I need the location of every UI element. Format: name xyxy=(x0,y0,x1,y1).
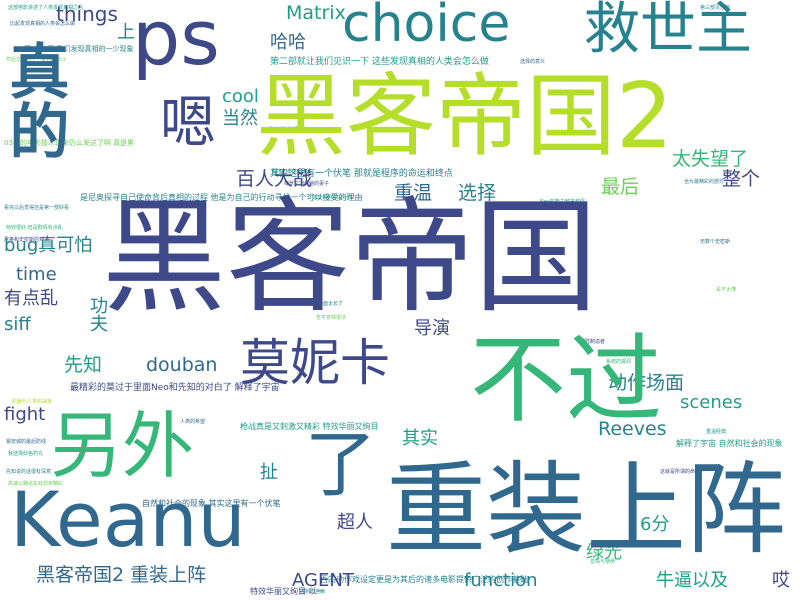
tiny-word: 比起发现真相的人类会怎么做 xyxy=(10,21,76,27)
word-haha: 哈哈 xyxy=(270,32,306,53)
word-lingwai: 另外 xyxy=(50,404,195,488)
word-fight: fight xyxy=(4,404,46,425)
tiny-word: 尼奥和史密斯的对决 xyxy=(4,237,50,243)
tiny-word: 锡安城的最后防线 xyxy=(6,439,47,445)
word-siff: siff xyxy=(4,314,31,335)
word-bug: bug真可怕 xyxy=(4,235,93,256)
word-matrix: Matrix xyxy=(286,2,346,24)
tiny-word: 高速公路追车戏非常精彩 xyxy=(8,481,64,487)
tiny-word: 系统的漏洞 xyxy=(606,359,632,365)
sentence-word: 其实这里有一个伏笔 那就是程序的命运和终点 xyxy=(270,169,453,179)
word-chaoren: 超人 xyxy=(337,512,373,533)
tiny-word: 先知说的话很有深意 xyxy=(6,469,52,475)
sentence-word: 最精彩的莫过于里面Neo和先知的对白了 解释了宇宙 xyxy=(70,383,280,393)
word-choice: choice xyxy=(342,0,511,54)
word-cool: cool xyxy=(222,86,259,107)
tiny-word: 这部电影讲述了人类发现真相之后 xyxy=(8,5,84,11)
word-things: things xyxy=(56,2,118,26)
tiny-word: 钥匙制造者 xyxy=(580,339,606,345)
tiny-word: 程序的命运和终点 xyxy=(272,169,313,175)
sentence-word: 是尼奥探寻自己使命背后真相的过程 他是为自己的行动寻找一个可以接受的理由 xyxy=(80,193,363,202)
word-zhengge: 整个 xyxy=(722,168,761,190)
tiny-word: 墨菲斯和崔妮蒂 xyxy=(268,127,304,133)
word-heike2zz: 黑客帝国2 重装上阵 xyxy=(36,564,207,586)
tiny-word: 人类的希望 xyxy=(180,419,206,425)
word-scenes: scenes xyxy=(680,392,743,413)
tiny-word: 建筑师的那段对白 xyxy=(312,195,353,201)
word-niubi: 牛逼以及 xyxy=(656,570,728,591)
word-heike-big: 黑客帝国 xyxy=(102,186,599,330)
tiny-word: 看不太懂 xyxy=(716,287,737,293)
tiny-word: 选择的意义 xyxy=(520,59,546,65)
word-ps: ps xyxy=(132,0,220,82)
word-en: 嗯 xyxy=(160,91,216,156)
sentence-word: 第二部就让我们见识一下 这些发现真相的人类会怎么做 xyxy=(270,57,489,67)
word-che: 扯 xyxy=(260,462,278,483)
tiny-word: 特效很好 但是剧情有点乱 xyxy=(6,225,63,231)
word-chongwen: 重温 xyxy=(394,182,433,204)
word-gongfu: 功夫 xyxy=(87,296,108,332)
tiny-word: 全片最精彩的部分 xyxy=(684,179,725,185)
tiny-word: 机器与人类的战争 xyxy=(12,399,53,405)
word-dongzuo: 动作场面 xyxy=(608,372,685,394)
word-youdianluan: 有点乱 xyxy=(4,288,58,309)
word-liufen: 6分 xyxy=(640,514,670,535)
word-qishi: 其实 xyxy=(402,428,438,449)
word-agent: AGENT xyxy=(292,570,354,591)
tiny-word: 无数个史密斯 xyxy=(700,239,731,245)
tiny-word: 我选择红色药丸 xyxy=(8,451,44,457)
word-time: time xyxy=(16,264,57,285)
word-xianzhi: 先知 xyxy=(64,354,103,376)
word-dangran: 当然 xyxy=(222,108,258,129)
word-lvguang: 绿光 xyxy=(586,542,622,563)
tiny-word: 爱情与使命 xyxy=(590,559,616,565)
tiny-word: 重温经典 xyxy=(706,429,727,435)
word-reeves: Reeves xyxy=(598,418,667,440)
word-zhende: 真的 xyxy=(0,40,69,160)
word-xuanze: 选择 xyxy=(458,182,497,204)
tiny-word: Neo的能力越来越强 xyxy=(540,199,585,205)
word-jiushizhu: 救世主 xyxy=(584,0,752,62)
word-douban: douban xyxy=(146,354,218,376)
word-le: 了 xyxy=(292,426,376,498)
word-ai: 哎 xyxy=(772,570,790,591)
sentence-word: 特效华丽又绚目 以一 xyxy=(250,587,325,596)
word-buguo: 不过 xyxy=(470,324,662,436)
sentence-word: 百的动作戏设定更是为其后的诸多电影提供广泛的创作基础 xyxy=(320,575,528,584)
word-shang: 上 xyxy=(117,22,135,43)
word-zuihou: 最后 xyxy=(601,176,640,198)
sentence-word: 自然和社会的现象 其实这里有一个伏笔 xyxy=(142,499,281,508)
tiny-word: 打斗场面太长了 xyxy=(308,301,344,307)
word-taishiwang: 太失望了 xyxy=(672,148,749,170)
tiny-word: 看完以后觉得还是第一部好看 xyxy=(4,205,70,211)
sentence-word: 解释了宇宙 自然和社会的现象 xyxy=(676,439,783,448)
tiny-word: 哲学意味很浓 xyxy=(316,315,347,321)
word-zhuangshang: 重装上阵 xyxy=(386,451,786,568)
tiny-word: 第三部见分晓 xyxy=(700,5,731,11)
word-daoyan: 导演 xyxy=(414,318,450,339)
sentence-word: 第一部 不 我们发现真相的一少现象 xyxy=(24,45,134,53)
word-heike2: 黑客帝国2 xyxy=(256,64,674,169)
tiny-word: 这就是所谓的命运 xyxy=(660,469,701,475)
word-function: function xyxy=(464,570,538,591)
word-baiwan: 百人大战 xyxy=(236,168,313,190)
sentence-word: 枪战真是又刺激又精彩 特效华丽又绚目 xyxy=(240,422,379,431)
tiny-word: 控制与自由 xyxy=(300,589,326,595)
tiny-word: 梅罗文加和他的妻子 xyxy=(284,181,330,187)
word-keanu: Keanu xyxy=(10,475,246,564)
sentence-word: 03年的电影技术现来仍么发达了啊 真是累 xyxy=(4,139,135,147)
word-monika: 莫妮卡 xyxy=(240,334,390,392)
tiny-word: 然后又开始了一系列的战斗 xyxy=(6,57,67,63)
